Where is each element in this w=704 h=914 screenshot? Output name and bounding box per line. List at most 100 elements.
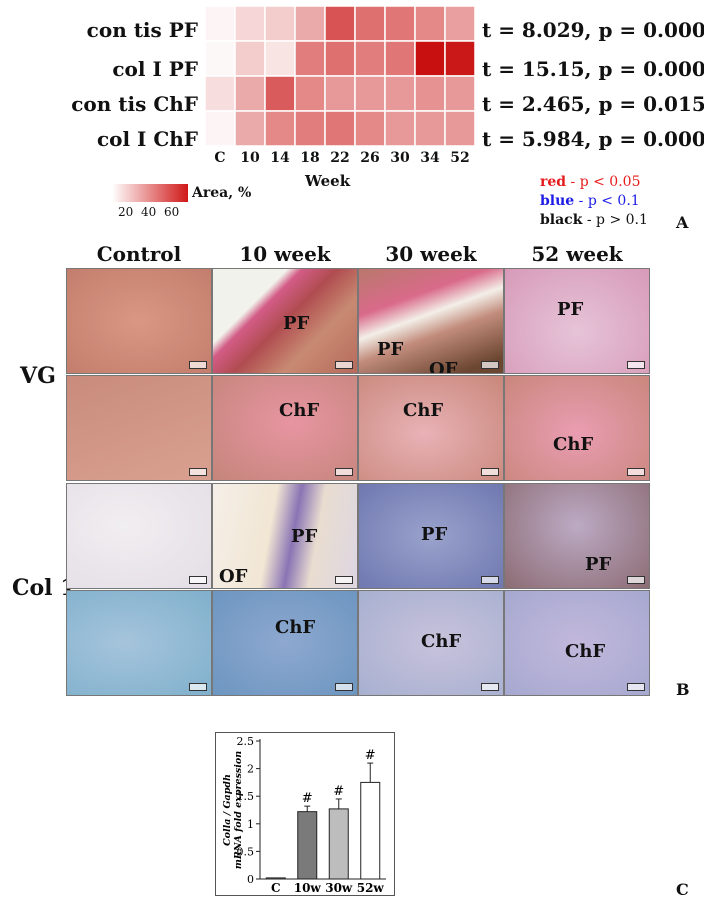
scale-bar <box>335 683 353 691</box>
x-tick-label: 10w <box>294 881 322 893</box>
y-tick-label: 1.5 <box>237 790 255 803</box>
scale-bar <box>481 361 499 369</box>
legend-text: - p < 0.1 <box>574 193 640 209</box>
micrograph-tile <box>66 375 212 481</box>
y-tick-label: 0.5 <box>237 845 255 858</box>
heatmap-cell <box>444 5 476 42</box>
panel-tag-a: A <box>676 213 689 232</box>
week-tick-label: 18 <box>300 150 320 166</box>
heatmap-cell <box>354 5 386 42</box>
week-tick-label: 14 <box>270 150 290 166</box>
y-tick-label: 0 <box>247 873 254 886</box>
micrograph-label: PF <box>585 554 612 575</box>
micrograph-label: PF <box>283 313 310 334</box>
micrograph-label: PF <box>291 526 318 547</box>
week-tick-label: 34 <box>420 150 440 166</box>
scale-bar <box>627 468 645 476</box>
micrograph-label: ChF <box>421 631 462 652</box>
stat-text: t = 5.984, p = 0.0001 <box>482 127 704 151</box>
column-header-10-week: 10 week <box>239 242 331 266</box>
bar <box>328 808 349 880</box>
colorbar-tick: 60 <box>164 205 180 219</box>
micrograph-tile <box>66 483 212 589</box>
x-tick-label: 52w <box>357 881 385 893</box>
heatmap-cell <box>234 40 266 77</box>
micrograph-tile: PF <box>504 483 650 589</box>
y-axis-label: Colla / Gapdh <box>222 774 233 846</box>
y-axis-label: mRNA fold expression <box>233 751 244 869</box>
bar <box>360 781 381 880</box>
scale-bar <box>335 361 353 369</box>
heatmap-cell <box>354 110 386 147</box>
heatmap-row-label: con tis PF <box>86 18 198 42</box>
week-tick-label: 22 <box>330 150 350 166</box>
scale-bar <box>481 576 499 584</box>
heatmap-cell <box>324 75 356 112</box>
micrograph-tile: PF OF <box>212 483 358 589</box>
heatmap-row-labels: con tis PF col I PF con tis ChF col I Ch… <box>0 0 198 151</box>
heatmap-cell <box>204 40 236 77</box>
significance-legend-blue: blue - p < 0.1 <box>540 193 640 209</box>
micrograph-tile: PF <box>212 268 358 374</box>
x-tick-label: C <box>271 881 281 893</box>
micrograph-tile: PF OF <box>358 268 504 374</box>
heatmap-cell <box>444 75 476 112</box>
micrograph-label: PF <box>557 299 584 320</box>
micrograph-tile: ChF <box>504 375 650 481</box>
legend-text: - p < 0.05 <box>566 174 641 190</box>
x-tick-label: 30w <box>325 881 353 893</box>
bar <box>265 877 286 880</box>
micrograph-tile: PF <box>504 268 650 374</box>
micrograph-tile <box>66 268 212 374</box>
micrograph-tile <box>66 590 212 696</box>
heatmap-cell <box>414 75 446 112</box>
heatmap-cell <box>384 5 416 42</box>
micrograph-label: OF <box>429 359 458 374</box>
y-tick-label: 2.5 <box>237 735 255 748</box>
micrograph-label: PF <box>377 339 404 360</box>
heatmap-cell <box>294 5 326 42</box>
panel-tag-c: C <box>676 880 689 899</box>
y-tick-label: 2 <box>247 763 254 776</box>
heatmap-cell <box>354 75 386 112</box>
week-tick-label: 30 <box>390 150 410 166</box>
legend-color-word: red <box>540 174 567 190</box>
heatmap-cell <box>204 110 236 147</box>
significance-legend-red: red - p < 0.05 <box>540 174 640 190</box>
scale-bar <box>189 576 207 584</box>
scale-bar <box>627 576 645 584</box>
heatmap-cell <box>444 40 476 77</box>
scale-bar <box>481 683 499 691</box>
scale-bar <box>335 468 353 476</box>
heatmap-row-label: col I PF <box>112 57 198 81</box>
colorbar <box>112 184 188 202</box>
heatmap <box>204 5 476 147</box>
micrograph-label: OF <box>219 566 248 587</box>
heatmap-cell <box>384 75 416 112</box>
legend-color-word: blue <box>540 193 575 209</box>
micrograph-label: ChF <box>275 617 316 638</box>
significance-marker: # <box>302 791 313 806</box>
bar-chart-box <box>215 732 395 896</box>
micrograph-tile: ChF <box>212 375 358 481</box>
significance-marker: # <box>365 748 376 763</box>
legend-color-word: black <box>540 212 583 228</box>
micrograph-tile: ChF <box>358 590 504 696</box>
scale-bar <box>189 683 207 691</box>
scale-bar <box>481 468 499 476</box>
heatmap-cell <box>234 75 266 112</box>
heatmap-cell <box>204 5 236 42</box>
colorbar-tick: 20 <box>118 205 134 219</box>
heatmap-cell <box>324 40 356 77</box>
heatmap-cell <box>444 110 476 147</box>
heatmap-cell <box>264 110 296 147</box>
week-axis-label: Week <box>305 172 351 190</box>
micrograph-tile: ChF <box>504 590 650 696</box>
heatmap-cell <box>384 110 416 147</box>
heatmap-cell <box>234 110 266 147</box>
y-tick-label: 1 <box>247 818 254 831</box>
heatmap-cell <box>264 75 296 112</box>
heatmap-cell <box>294 40 326 77</box>
micrograph-tile: ChF <box>212 590 358 696</box>
week-tick-label: 26 <box>360 150 380 166</box>
